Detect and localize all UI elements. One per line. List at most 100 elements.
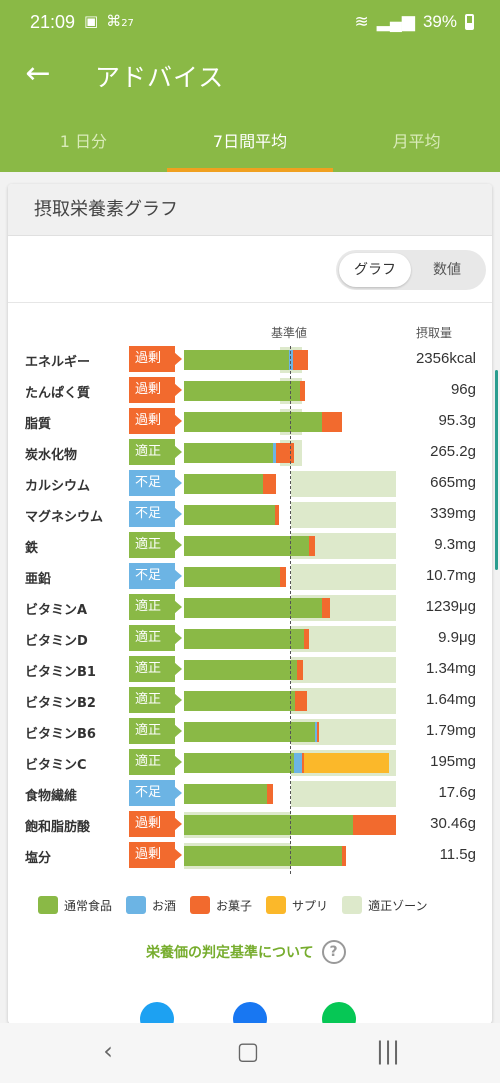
nutrient-label: カルシウム (25, 479, 91, 494)
nutrient-label: 食物繊維 (25, 789, 78, 804)
back-button[interactable]: ← (20, 56, 56, 92)
arrow-left-icon: ← (25, 56, 51, 91)
badge-arrow (175, 663, 182, 675)
intake-value: 10.7mg (425, 567, 476, 584)
notification-count: 27 (121, 18, 134, 29)
facebook-icon[interactable] (233, 1002, 267, 1024)
status-badge-ok: 適正 (129, 625, 182, 651)
legend-item-normal: 通常食品 (38, 896, 112, 914)
badge-arrow (175, 570, 182, 582)
bar-segment-alcohol (272, 443, 276, 463)
intake-value: 1.34mg (425, 660, 476, 677)
bar-segment-normal (184, 598, 323, 618)
bar-segment-normal (184, 784, 268, 804)
view-toggle: グラフ 数値 (336, 250, 486, 290)
home-nav-icon[interactable]: ▢ (236, 1037, 260, 1065)
twitter-icon[interactable] (140, 1002, 174, 1024)
intake-value: 339mg (430, 505, 476, 522)
intake-value: 30.46g (430, 815, 476, 832)
nutrient-row: 亜鉛 不足 10.7mg (8, 561, 492, 592)
nutrient-row: 炭水化物 適正 265.2g (8, 437, 492, 468)
battery-text: 39% (422, 12, 457, 31)
bar-segment-snacks (342, 846, 346, 866)
optimal-zone (291, 564, 396, 590)
recents-nav-icon[interactable]: ||| (375, 1037, 401, 1065)
nutrient-label: 飽和脂肪酸 (25, 820, 91, 835)
nutrient-label: エネルギー (25, 355, 91, 370)
bar-segment-normal (184, 443, 273, 463)
legend-swatch (126, 896, 147, 914)
period-tabs: 1 日分 7日間平均 月平均 (0, 114, 500, 172)
bar-area (184, 657, 400, 683)
line-icon[interactable] (322, 1002, 356, 1024)
help-icon: ? (321, 940, 346, 964)
bar-area (184, 564, 400, 590)
divider (8, 302, 492, 303)
bar-segment-snacks (295, 691, 308, 711)
nutrient-row: エネルギー 過剰 2356kcal (8, 344, 492, 375)
badge-arrow (175, 725, 182, 737)
legend-swatch (342, 896, 363, 914)
legend-swatch (38, 896, 58, 914)
nutrient-label: マグネシウム (25, 510, 104, 525)
bar-segment-snacks (322, 412, 343, 432)
intake-value: 1.64mg (425, 691, 476, 708)
nutrient-row: 食物繊維 不足 17.6g (8, 778, 492, 809)
bar-area (184, 626, 400, 652)
badge-arrow (175, 756, 182, 768)
bar-area (184, 719, 400, 745)
badge-arrow (175, 508, 182, 520)
status-badge-low: 不足 (129, 501, 182, 527)
legend-item-zone: 適正ゾーン (342, 896, 427, 914)
bar-segment-normal (184, 753, 295, 773)
legend-item-alcohol: お酒 (126, 896, 176, 914)
bar-segment-snacks (267, 784, 273, 804)
status-bar: 21:09 ▣ ⌘27 ≋ ▂▄▆ 39% (0, 0, 500, 44)
intake-value: 96g (450, 381, 476, 398)
battery-icon (465, 14, 474, 30)
back-nav-icon[interactable]: ‹ (103, 1037, 113, 1065)
tab-daily[interactable]: 1 日分 (59, 132, 107, 151)
criteria-link[interactable]: 栄養価の判定基準について ? (146, 940, 346, 964)
bar-segment-snacks (280, 567, 286, 587)
nutrient-row: カルシウム 不足 665mg (8, 468, 492, 499)
bar-segment-snacks (309, 536, 315, 556)
optimal-zone (291, 502, 396, 528)
optimal-zone (291, 781, 396, 807)
tab-7day-average[interactable]: 7日間平均 (166, 114, 334, 172)
bar-area (184, 347, 400, 373)
badge-arrow (175, 415, 182, 427)
bar-segment-alcohol (294, 753, 302, 773)
tab-monthly-average[interactable]: 月平均 (392, 132, 441, 151)
badge-arrow (175, 384, 182, 396)
status-badge-excess: 過剰 (129, 811, 182, 837)
badge-arrow (175, 694, 182, 706)
bar-segment-alcohol (314, 722, 317, 742)
bar-area (184, 843, 400, 869)
bar-segment-normal (184, 505, 275, 525)
status-badge-ok: 適正 (129, 594, 182, 620)
nutrient-label: 塩分 (25, 851, 52, 866)
app-bar: ← アドバイス (0, 44, 500, 114)
bar-segment-supplement (303, 753, 390, 773)
nutrient-label: ビタミンD (25, 634, 88, 649)
card-title: 摂取栄養素グラフ (8, 184, 492, 236)
status-badge-excess: 過剰 (129, 377, 182, 403)
optimal-zone (291, 657, 396, 683)
optimal-zone (291, 471, 396, 497)
nutrient-row: 飽和脂肪酸 過剰 30.46g (8, 809, 492, 840)
nutrient-row: ビタミンB6 適正 1.79mg (8, 716, 492, 747)
criteria-link-text: 栄養価の判定基準について (146, 945, 314, 961)
toggle-numeric-button[interactable]: 数値 (433, 262, 461, 278)
status-badge-ok: 適正 (129, 532, 182, 558)
nutrient-row: ビタミンB1 適正 1.34mg (8, 654, 492, 685)
nutrient-row: 脂質 過剰 95.3g (8, 406, 492, 437)
bar-area (184, 533, 400, 559)
scrollbar[interactable] (495, 370, 498, 570)
toggle-graph-button[interactable]: グラフ (339, 253, 411, 287)
bar-segment-normal (184, 412, 323, 432)
nutrient-label: 亜鉛 (25, 572, 52, 587)
bar-segment-normal (184, 722, 315, 742)
nutrient-row: ビタミンC 適正 195mg (8, 747, 492, 778)
bar-segment-normal (184, 691, 296, 711)
